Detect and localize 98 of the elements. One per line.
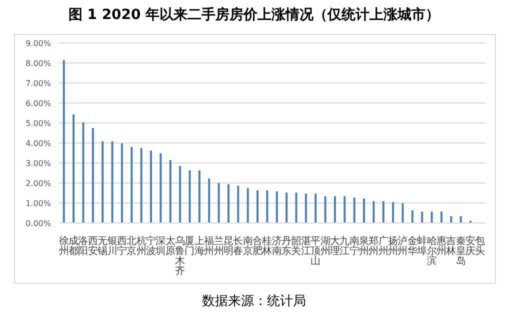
bar bbox=[460, 216, 462, 223]
y-tick-label: 9.00% bbox=[26, 38, 52, 48]
bar bbox=[276, 191, 278, 223]
bar bbox=[111, 141, 114, 223]
x-tick-label: 广州 bbox=[378, 235, 388, 257]
x-tick-label: 大理 bbox=[330, 235, 340, 257]
x-tick-label: 宁波 bbox=[146, 235, 156, 257]
bar bbox=[198, 170, 200, 223]
x-tick-label: 秦皇岛 bbox=[456, 236, 466, 267]
x-tick-label: 无锡 bbox=[96, 236, 108, 257]
bar bbox=[314, 194, 317, 223]
bar bbox=[421, 212, 424, 223]
x-tick-label: 洛阳 bbox=[78, 235, 88, 257]
bar bbox=[82, 122, 84, 223]
x-tick-label: 昆明 bbox=[223, 236, 234, 257]
x-tick-label: 郑州 bbox=[368, 235, 379, 257]
y-tick-label: 8.00% bbox=[26, 58, 52, 68]
bar bbox=[130, 147, 133, 223]
x-tick-label: 太原 bbox=[165, 235, 176, 257]
x-tick-label: 平顶山 bbox=[310, 236, 321, 267]
bar bbox=[160, 153, 162, 223]
x-tick-label: 深圳 bbox=[154, 235, 166, 257]
y-tick-label: 7.00% bbox=[26, 78, 52, 88]
bar bbox=[256, 190, 259, 223]
x-tick-label: 南宁 bbox=[349, 235, 360, 257]
x-tick-label: 韶关 bbox=[291, 235, 302, 257]
bar bbox=[140, 148, 142, 223]
x-tick-label: 兰州 bbox=[214, 235, 224, 257]
x-tick-label: 西宁 bbox=[116, 236, 127, 257]
x-tick-label: 丹东 bbox=[282, 236, 292, 257]
bar bbox=[402, 203, 404, 223]
bar bbox=[304, 194, 307, 223]
bar bbox=[440, 212, 442, 223]
y-tick-label: 6.00% bbox=[26, 98, 52, 108]
x-tick-label: 福州 bbox=[204, 235, 214, 257]
x-tick-label: 西安 bbox=[88, 236, 98, 257]
bar bbox=[353, 198, 356, 223]
bar bbox=[266, 190, 268, 223]
y-tick-label: 0.00% bbox=[26, 218, 52, 228]
bar bbox=[218, 183, 220, 223]
x-tick-label: 安庆 bbox=[465, 235, 476, 257]
bar bbox=[430, 212, 433, 223]
bar bbox=[334, 196, 336, 223]
bar bbox=[382, 201, 384, 223]
bar bbox=[237, 186, 240, 223]
x-tick-label: 济南 bbox=[272, 235, 282, 257]
x-tick-label: 包头 bbox=[475, 235, 486, 257]
y-tick-label: 1.00% bbox=[26, 198, 52, 208]
bar bbox=[286, 192, 288, 223]
x-tick-label: 金华 bbox=[407, 235, 418, 257]
x-tick-label: 上海 bbox=[194, 235, 204, 257]
x-tick-label: 吉林 bbox=[445, 235, 456, 257]
x-tick-label: 桂林 bbox=[261, 235, 272, 257]
x-tick-label: 湛江 bbox=[300, 235, 311, 257]
x-tick-label: 北京 bbox=[126, 235, 137, 257]
bar bbox=[363, 198, 366, 223]
x-tick-label: 九江 bbox=[340, 235, 350, 257]
source-note: 数据来源：统计局 bbox=[201, 293, 307, 310]
x-tick-label: 成都 bbox=[68, 235, 79, 257]
y-tick-label: 4.00% bbox=[26, 138, 52, 148]
bar bbox=[450, 216, 452, 223]
bar bbox=[169, 160, 172, 223]
x-tick-label: 杭州 bbox=[135, 235, 146, 257]
bar bbox=[188, 170, 191, 223]
x-tick-label: 银川 bbox=[106, 236, 118, 257]
bar bbox=[72, 114, 75, 223]
chart-title: 图 1 2020 年以来二手房房价上涨情况（仅统计上涨城市） bbox=[67, 6, 441, 24]
x-tick-label: 合肥 bbox=[252, 235, 262, 257]
bar bbox=[179, 166, 182, 223]
bar bbox=[344, 196, 346, 223]
x-tick-label: 扬州 bbox=[388, 235, 398, 257]
bar bbox=[62, 60, 65, 223]
y-tick-label: 2.00% bbox=[26, 178, 52, 188]
x-tick-label: 南京 bbox=[242, 235, 253, 257]
x-tick-label: 蚌埠 bbox=[416, 235, 428, 257]
bar bbox=[411, 210, 414, 223]
x-tick-label: 湖州 bbox=[320, 235, 330, 257]
bar bbox=[227, 184, 230, 223]
x-tick-label: 惠州 bbox=[435, 235, 446, 257]
x-tick-label: 长春 bbox=[233, 235, 244, 257]
bar bbox=[295, 192, 298, 223]
x-tick-label: 厦门 bbox=[184, 236, 195, 257]
bar bbox=[102, 141, 104, 223]
bar bbox=[120, 143, 123, 223]
x-tick-label: 徐州 bbox=[58, 235, 69, 257]
x-tick-label: 哈尔滨 bbox=[426, 235, 437, 267]
bar bbox=[372, 201, 375, 223]
bar bbox=[92, 128, 94, 223]
y-tick-label: 3.00% bbox=[26, 158, 52, 168]
x-tick-label: 乌鲁木齐 bbox=[175, 235, 186, 277]
x-tick-label: 泉州 bbox=[358, 235, 369, 257]
x-tick-label: 泸州 bbox=[398, 235, 408, 257]
y-tick-label: 5.00% bbox=[26, 118, 52, 128]
bar bbox=[246, 188, 249, 223]
bar bbox=[150, 150, 152, 223]
bar bbox=[208, 178, 210, 223]
bar bbox=[324, 196, 326, 223]
bar bbox=[392, 202, 394, 223]
